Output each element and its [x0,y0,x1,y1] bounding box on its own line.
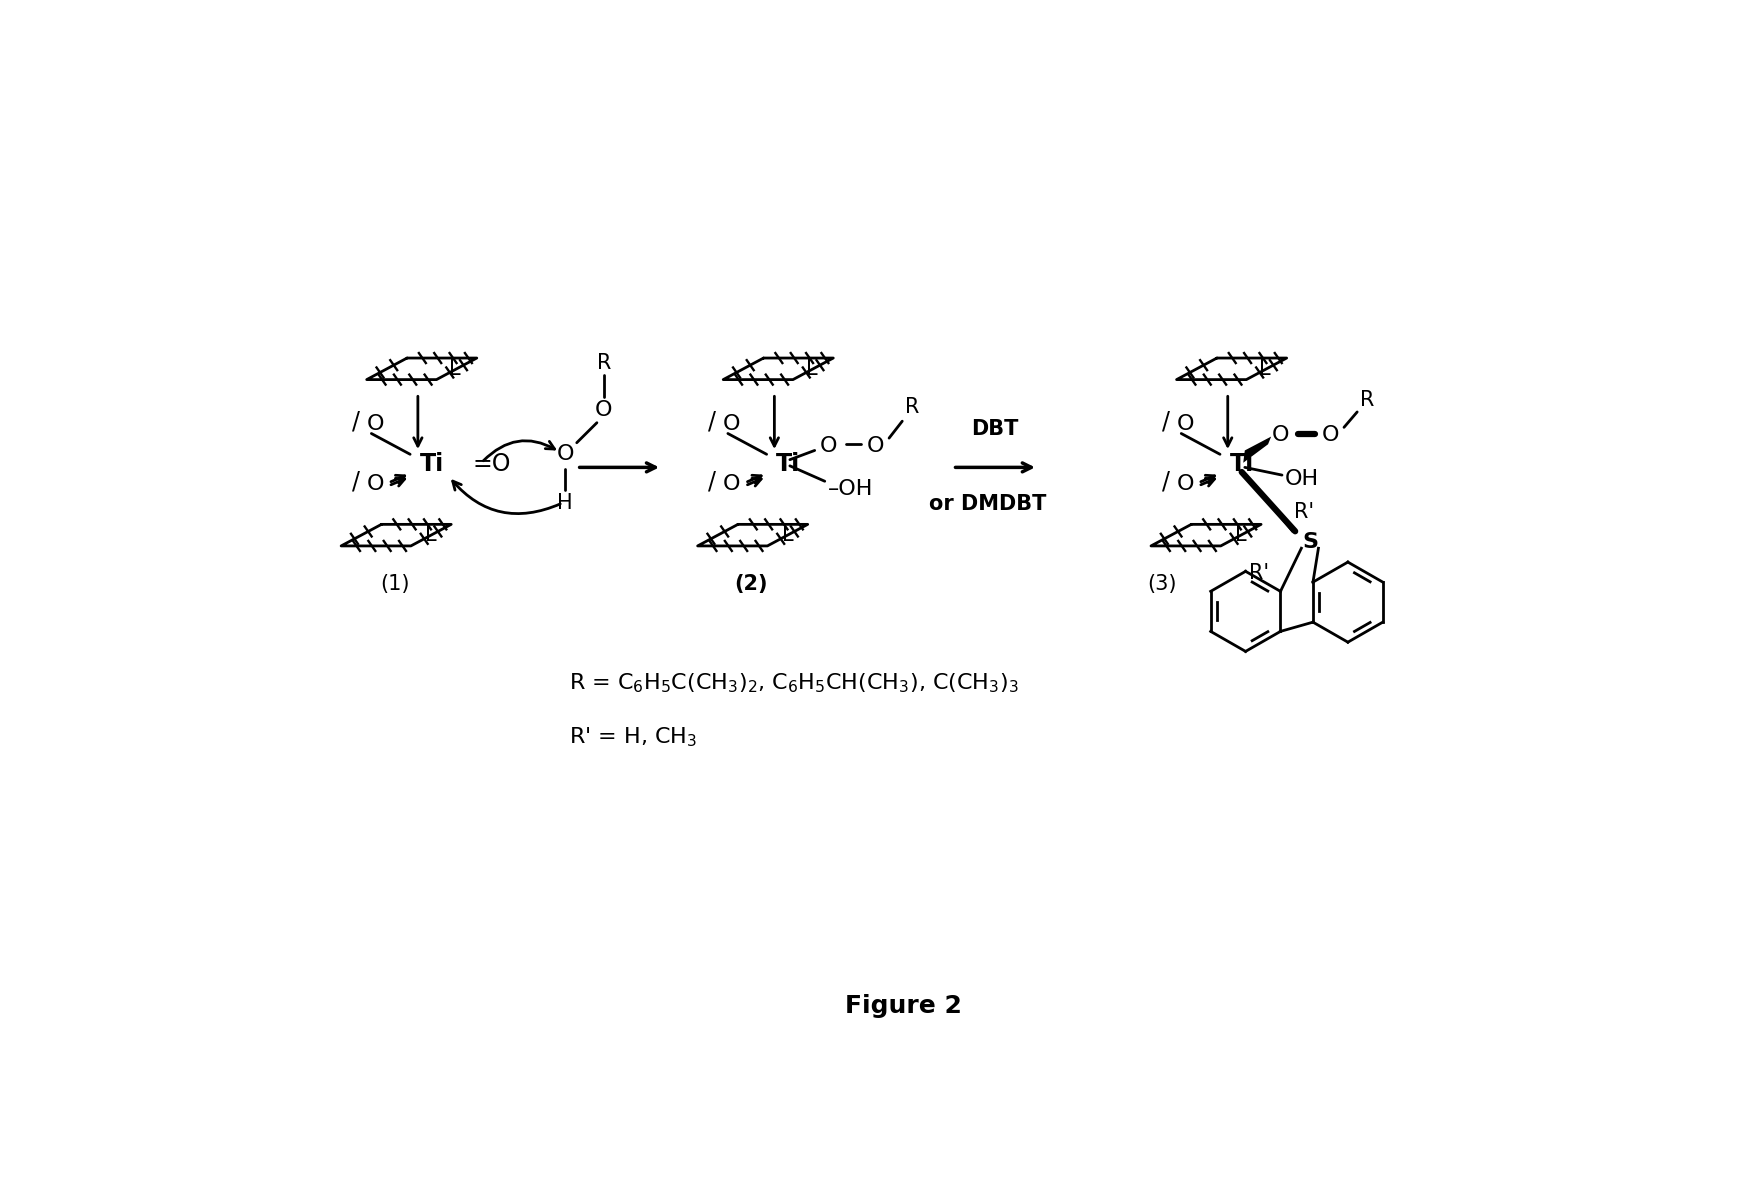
Text: O: O [1177,414,1195,434]
Text: R: R [906,398,920,418]
Text: R = C$_6$H$_5$C(CH$_3$)$_2$, C$_6$H$_5$CH(CH$_3$), C(CH$_3$)$_3$: R = C$_6$H$_5$C(CH$_3$)$_2$, C$_6$H$_5$C… [569,671,1018,694]
Text: H: H [557,493,573,513]
Text: S: S [1302,532,1318,552]
Text: O: O [1177,475,1195,494]
Text: L: L [1235,525,1247,545]
Text: O: O [867,436,885,456]
Text: Ti: Ti [419,452,444,476]
Text: O: O [366,414,384,434]
Text: OH: OH [1284,469,1318,489]
Text: O: O [722,475,740,494]
Text: (1): (1) [381,575,409,595]
Text: O: O [557,444,574,463]
Text: /: / [1161,469,1170,494]
Text: DBT: DBT [971,419,1018,439]
Text: L: L [1260,358,1270,379]
Text: /: / [708,469,717,494]
Text: (2): (2) [735,575,768,595]
Text: L: L [449,358,462,379]
Text: R: R [1360,389,1374,410]
Polygon shape [1244,437,1270,463]
Text: /: / [352,410,359,433]
Text: R: R [597,354,611,374]
Text: /: / [708,410,717,433]
Text: O: O [722,414,740,434]
Text: O: O [1322,425,1339,445]
Text: R': R' [1293,502,1314,522]
Text: =O: =O [472,452,511,476]
Text: (3): (3) [1147,575,1177,595]
Text: Figure 2: Figure 2 [844,995,962,1018]
Text: O: O [1272,425,1290,445]
Text: R': R' [1249,563,1269,583]
Text: O: O [366,475,384,494]
Text: Ti: Ti [777,452,800,476]
Text: /: / [352,469,359,494]
Text: O: O [596,400,613,420]
Text: –OH: –OH [828,478,872,499]
Text: L: L [425,525,437,545]
Text: L: L [805,358,818,379]
Text: /: / [1161,410,1170,433]
Text: O: O [819,436,837,456]
Text: or DMDBT: or DMDBT [929,494,1047,514]
Text: Ti: Ti [1230,452,1255,476]
Polygon shape [1242,472,1295,533]
Text: R' = H, CH$_3$: R' = H, CH$_3$ [569,725,698,749]
Text: L: L [782,525,793,545]
